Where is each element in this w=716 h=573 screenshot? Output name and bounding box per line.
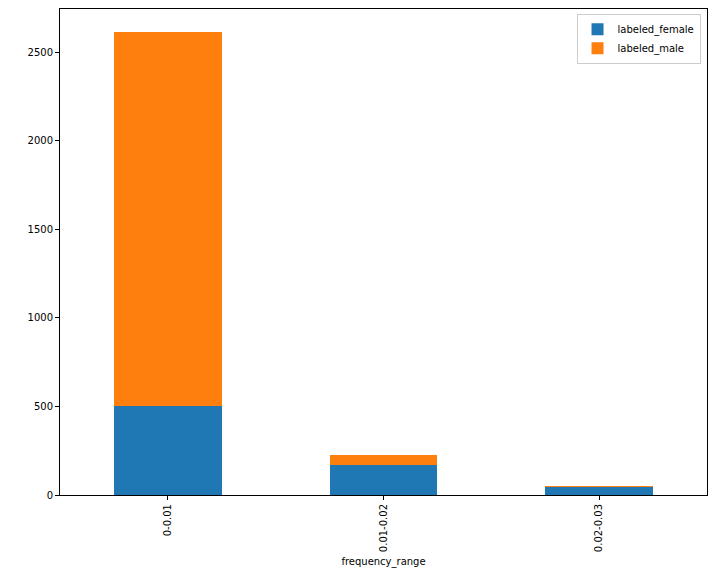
svg-text:1000: 1000 (28, 312, 53, 323)
svg-text:labeled_female: labeled_female (618, 24, 694, 36)
svg-text:1500: 1500 (28, 224, 53, 235)
svg-text:2000: 2000 (28, 135, 53, 146)
svg-text:0.01-0.02: 0.01-0.02 (378, 504, 389, 552)
svg-text:0: 0 (47, 490, 53, 501)
svg-text:0.02-0.03: 0.02-0.03 (593, 504, 604, 552)
svg-text:labeled_male: labeled_male (618, 43, 684, 55)
svg-text:0-0.01: 0-0.01 (162, 504, 173, 536)
svg-text:frequency_range: frequency_range (341, 556, 425, 568)
svg-text:2500: 2500 (28, 47, 53, 58)
svg-text:500: 500 (34, 401, 53, 412)
